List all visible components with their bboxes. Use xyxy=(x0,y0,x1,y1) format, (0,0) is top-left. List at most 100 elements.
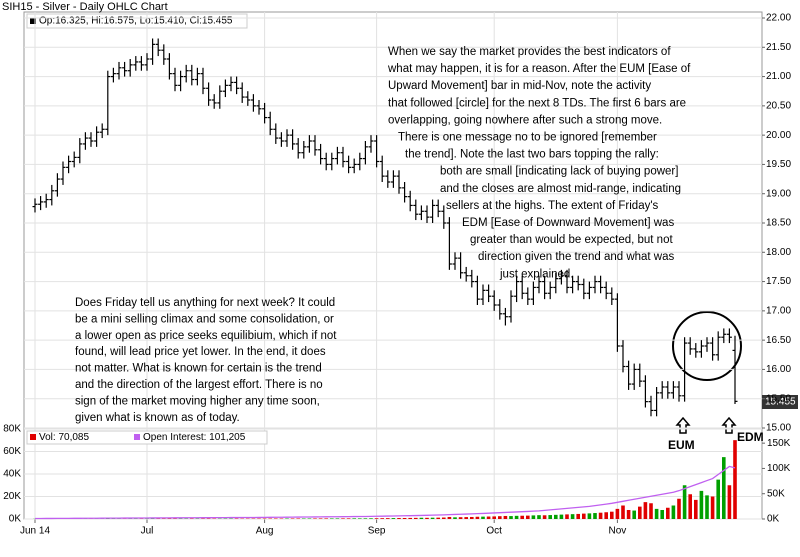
annotation: EUM xyxy=(668,438,695,452)
y-tick-label: 15.00 xyxy=(766,423,791,434)
y-tick-label: 20K xyxy=(3,491,21,502)
annotation: Does Friday tell us anything for next we… xyxy=(75,297,335,309)
volume-bar xyxy=(626,510,631,519)
volume-bar xyxy=(677,498,681,519)
volume-bar xyxy=(352,518,356,519)
volume-bar xyxy=(520,515,524,519)
volume-bar xyxy=(576,513,580,519)
legend-swatch xyxy=(134,434,140,440)
volume-bar xyxy=(699,490,704,519)
volume-bar xyxy=(369,518,373,519)
y-tick-label: 18.50 xyxy=(766,218,791,229)
y-tick-label: 21.50 xyxy=(766,42,791,53)
volume-bar xyxy=(598,512,603,519)
y-tick-label: 18.00 xyxy=(766,247,791,258)
volume-bar xyxy=(682,485,687,519)
y-tick-label: 17.50 xyxy=(766,276,791,287)
annotation: When we say the market provides the best… xyxy=(388,46,671,58)
annotation: the trend]. Note the last two bars toppi… xyxy=(405,149,659,161)
volume-bar xyxy=(710,496,715,519)
y-tick-label: 20.50 xyxy=(766,100,791,111)
y-tick-label: 20.00 xyxy=(766,130,791,141)
annotation: what may happen, it is for a reason. Aft… xyxy=(387,63,691,75)
volume-bar xyxy=(593,513,597,519)
chart-title: SIH15 - Silver - Daily OHLC Chart xyxy=(2,1,168,13)
annotation: EDM [Ease of Downward Movement] was xyxy=(462,217,674,229)
x-tick-label: Jul xyxy=(141,526,154,537)
volume-bar xyxy=(565,514,569,519)
volume-bar xyxy=(621,505,625,519)
y2-tick-label: 150K xyxy=(767,438,791,449)
volume-bar xyxy=(458,517,463,519)
x-tick-label: Oct xyxy=(486,526,502,537)
volume-bar xyxy=(363,518,368,519)
volume-bar xyxy=(638,506,642,519)
y-tick-label: 15.50 xyxy=(766,393,791,404)
volume-bar xyxy=(649,503,653,519)
annotation: direction given the trend and what was xyxy=(478,251,675,263)
volume-bar xyxy=(380,518,384,519)
volume-bar xyxy=(654,508,659,519)
y-tick-label: 80K xyxy=(3,424,21,435)
volume-bar xyxy=(464,517,468,519)
volume-bar xyxy=(531,515,536,519)
last-price: 15.455 xyxy=(765,397,796,408)
volume-bar xyxy=(447,516,452,519)
volume-bar xyxy=(414,517,418,519)
legend-label: Vol: 70,085 xyxy=(39,432,89,443)
annotation: both are small [indicating lack of buyin… xyxy=(440,166,678,178)
y-tick-label: 16.00 xyxy=(766,364,791,375)
volume-bar xyxy=(671,505,676,519)
volume-bar xyxy=(318,518,323,519)
volume-bar xyxy=(509,516,513,519)
volume-bar xyxy=(346,518,351,519)
volume-bar xyxy=(615,508,620,519)
volume-bar xyxy=(498,516,502,519)
y-tick-label: 19.00 xyxy=(766,188,791,199)
open-interest-line xyxy=(34,465,736,520)
annotation: overlapping, going nowhere after such a … xyxy=(388,114,662,126)
volume-bar xyxy=(604,512,608,519)
annotation: given what is known as of today. xyxy=(75,412,240,424)
y-tick-label: 22.00 xyxy=(766,13,791,24)
volume-bar xyxy=(481,516,485,519)
volume-bar xyxy=(554,514,558,519)
volume-bar xyxy=(688,494,692,519)
y-tick-label: 16.50 xyxy=(766,335,791,346)
volume-bar xyxy=(503,515,508,519)
y2-tick-label: 0K xyxy=(767,514,780,525)
x-tick-label: Aug xyxy=(256,526,274,537)
volume-bar xyxy=(643,502,648,519)
y2-tick-label: 100K xyxy=(767,463,791,474)
volume-bar xyxy=(402,517,407,519)
volume-bar xyxy=(570,514,575,519)
volume-bar xyxy=(436,517,440,519)
legend-swatch xyxy=(30,434,36,440)
y-tick-label: 60K xyxy=(3,446,21,457)
annotation: and the closes are almost mid-range, ind… xyxy=(440,183,681,195)
volume-bar xyxy=(666,507,670,519)
legend-swatch xyxy=(30,18,36,24)
volume-bar xyxy=(582,513,586,519)
last-price-box xyxy=(762,395,798,409)
volume-bar xyxy=(705,495,709,519)
y-tick-label: 19.50 xyxy=(766,159,791,170)
volume-bar xyxy=(492,516,496,519)
annotation: be a mini selling climax and some consol… xyxy=(75,313,334,325)
volume-bar xyxy=(296,518,300,519)
volume-bar xyxy=(733,440,737,519)
volume-bar xyxy=(425,517,429,519)
volume-bar xyxy=(330,518,334,519)
volume-bar xyxy=(727,485,732,519)
volume-bar xyxy=(514,515,519,519)
volume-bar xyxy=(475,516,480,519)
volume-bar xyxy=(559,514,564,519)
volume-bar xyxy=(335,518,340,519)
y-tick-label: 17.00 xyxy=(766,305,791,316)
y-tick-label: 0K xyxy=(9,514,22,525)
volume-bar xyxy=(391,518,396,519)
volume-bar xyxy=(313,518,317,519)
x-tick-label: Jun 14 xyxy=(20,526,50,537)
volume-bar xyxy=(324,518,328,519)
annotation: Upward Movement] bar in mid-Nov, note th… xyxy=(388,80,651,92)
